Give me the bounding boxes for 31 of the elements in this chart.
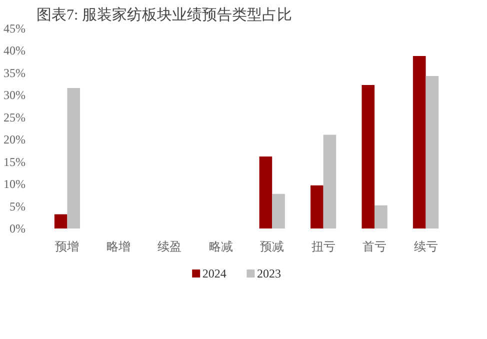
- y-tick-label: 45%: [4, 22, 26, 36]
- bar: [67, 88, 80, 228]
- x-tick-label: 预减: [260, 240, 284, 254]
- x-tick-label: 首亏: [362, 240, 387, 254]
- y-tick-label: 20%: [4, 132, 26, 147]
- bar: [54, 214, 68, 228]
- y-tick-label: 35%: [4, 66, 26, 80]
- x-tick-label: 略增: [106, 240, 130, 254]
- legend-label: 2024: [202, 266, 226, 280]
- y-tick-label: 25%: [4, 110, 26, 124]
- bar: [426, 76, 439, 228]
- chart-title: 图表7: 服装家纺板块业绩预告类型占比: [36, 6, 292, 24]
- bar: [272, 194, 285, 228]
- x-tick-label: 略减: [208, 240, 233, 254]
- bar: [323, 134, 336, 228]
- y-tick-label: 30%: [4, 88, 26, 102]
- x-tick-label: 续亏: [414, 240, 438, 254]
- bar: [259, 156, 272, 228]
- x-tick-label: 预增: [55, 240, 80, 254]
- bar: [374, 205, 388, 228]
- x-tick-label: 续盈: [158, 240, 182, 254]
- bar: [412, 56, 426, 228]
- x-tick-label: 扭亏: [311, 240, 336, 254]
- bar: [362, 84, 375, 228]
- y-tick-label: 15%: [4, 154, 26, 169]
- y-tick-label: 40%: [4, 44, 26, 58]
- y-tick-label: 5%: [10, 199, 26, 214]
- bar: [310, 185, 324, 228]
- y-tick-label: 10%: [4, 177, 26, 192]
- y-tick-label: 0%: [10, 222, 26, 236]
- legend-label: 2023: [257, 266, 281, 280]
